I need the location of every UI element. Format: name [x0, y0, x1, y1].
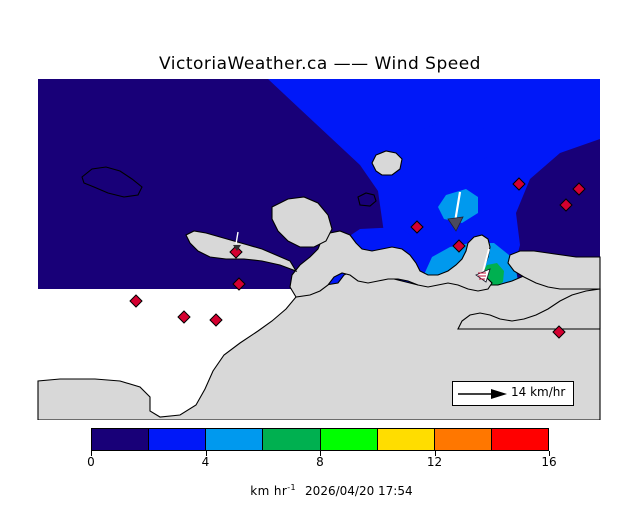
colorbar-segment-4[interactable] — [320, 429, 378, 450]
colorbar-tick — [549, 451, 550, 456]
timestamp: 2026/04/20 17:54 — [305, 484, 413, 498]
wind-barb — [447, 191, 464, 232]
wind-barb — [233, 231, 241, 251]
colorbar-segment-5[interactable] — [377, 429, 435, 450]
wind-vector-legend-label: 14 km/hr — [511, 385, 566, 399]
station-marker[interactable] — [410, 220, 424, 234]
coastline-victoria-peninsula — [289, 230, 493, 298]
coastline-small-island-ne — [371, 150, 403, 176]
colorbar-segments[interactable] — [91, 428, 549, 451]
island-outline-nw — [81, 166, 143, 198]
contour-band-2-4-main — [268, 79, 600, 289]
colorbar-units: km hr-1 — [250, 483, 297, 498]
wind-speed-map-page: VictoriaWeather.ca —— Wind Speed — [0, 54, 640, 498]
colorbar-tick-label: 12 — [426, 455, 443, 469]
station-marker[interactable] — [559, 198, 573, 212]
colorbar-tick-label: 0 — [87, 455, 95, 469]
wind-barb — [475, 248, 491, 283]
colorbar-tick — [434, 451, 436, 456]
colorbar-tick-label: 16 — [541, 455, 557, 469]
colorbar-tick — [205, 451, 207, 456]
station-marker[interactable] — [177, 310, 191, 324]
station-marker[interactable] — [452, 239, 466, 253]
station-marker[interactable] — [572, 182, 586, 196]
coastline-nw-lobe — [271, 196, 333, 248]
colorbar-tick-label: 4 — [201, 455, 210, 469]
colorbar: 0 4 8 12 16 km hr-1 2026/04/20 17:54 — [0, 424, 640, 498]
coastline-se-shore — [457, 288, 601, 330]
wind-arrow-icon — [458, 389, 507, 399]
map-canvas[interactable] — [0, 79, 640, 420]
station-marker[interactable] — [209, 313, 223, 327]
colorbar-caption: km hr-1 2026/04/20 17:54 — [0, 469, 640, 512]
colorbar-segment-0[interactable] — [92, 429, 150, 450]
page-title: VictoriaWeather.ca —— Wind Speed — [159, 54, 481, 74]
map-graphic — [0, 79, 640, 420]
colorbar-tick — [91, 451, 92, 456]
colorbar-segment-2[interactable] — [206, 429, 264, 450]
colorbar-tick-label: 8 — [316, 455, 324, 469]
island-outline-mid-strait — [357, 192, 377, 207]
station-marker[interactable] — [229, 245, 243, 259]
wind-barb-layer — [233, 191, 491, 283]
colorbar-tick-labels: 0 4 8 12 16 — [87, 455, 556, 471]
colorbar-ticks — [91, 451, 550, 457]
station-marker[interactable] — [512, 177, 526, 191]
colorbar-units-exponent: -1 — [287, 483, 297, 492]
station-marker[interactable] — [552, 325, 566, 339]
station-marker[interactable] — [129, 294, 143, 308]
colorbar-units-text: km hr — [250, 484, 288, 498]
colorbar-segment-6[interactable] — [434, 429, 492, 450]
coastline-ne-spur — [507, 250, 601, 290]
colorbar-segment-1[interactable] — [149, 429, 207, 450]
colorbar-segment-3[interactable] — [263, 429, 321, 450]
colorbar-segment-7[interactable] — [491, 429, 548, 450]
contour-band-2-4-north — [386, 121, 492, 171]
wind-vector-legend: 14 km/hr — [452, 381, 574, 406]
station-marker[interactable] — [232, 277, 246, 291]
colorbar-tick — [320, 451, 321, 456]
station-marker-layer[interactable] — [129, 177, 586, 339]
